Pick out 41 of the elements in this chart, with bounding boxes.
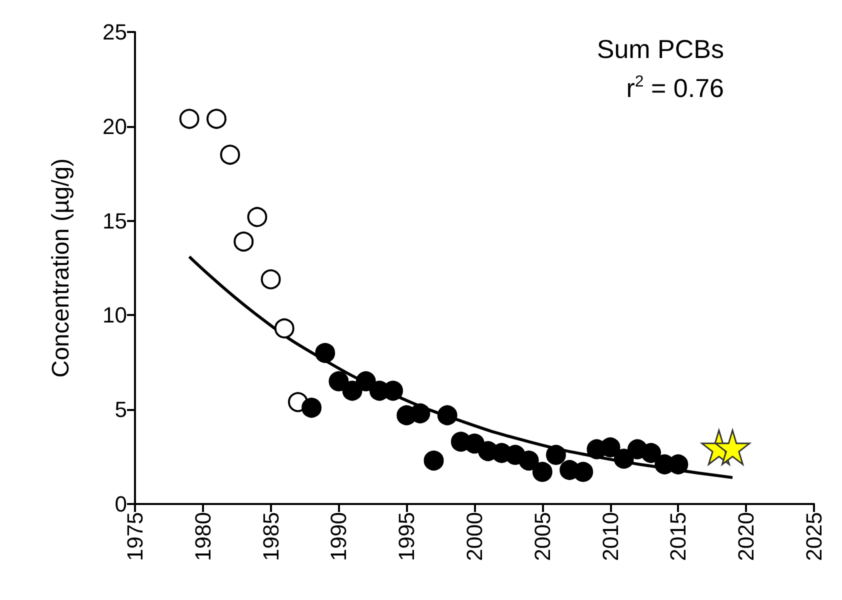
point [206, 108, 226, 129]
point [179, 108, 200, 129]
point [532, 462, 552, 482]
x-tick-label: 2020 [734, 512, 759, 561]
x-tick-label: 1990 [326, 512, 352, 561]
x-tick-label: 2005 [530, 512, 555, 561]
point [518, 450, 539, 471]
point [437, 405, 458, 426]
x-tick-label: 2000 [462, 512, 487, 561]
point [614, 448, 634, 469]
point [328, 371, 349, 392]
point [234, 232, 254, 252]
y-tick-label: 15 [102, 208, 127, 234]
x-tick-label: 1985 [258, 512, 284, 561]
point [600, 437, 620, 458]
point [302, 398, 322, 418]
line-series [188, 255, 734, 480]
point [410, 403, 430, 424]
x-tick-label: 2025 [802, 512, 826, 561]
point [260, 269, 281, 290]
point [342, 380, 362, 401]
x-tick-label: 1980 [190, 512, 216, 561]
y-axis-title: Concentration (µg/g) [48, 158, 74, 378]
point [315, 342, 336, 363]
point [274, 318, 294, 338]
point [573, 462, 594, 482]
x-tick-label: 2010 [598, 512, 623, 561]
point [714, 430, 750, 466]
y-tick-label: 20 [102, 114, 127, 139]
x-tick-label: 2015 [666, 512, 691, 561]
point [220, 144, 240, 165]
y-tick-label: 25 [102, 20, 127, 44]
point [546, 444, 566, 465]
point [424, 450, 444, 471]
y-tick-label: 5 [114, 397, 127, 422]
point [247, 207, 268, 228]
x-tick-label: 1995 [394, 512, 420, 561]
point [356, 371, 376, 392]
annotation: Sum PCBs [596, 34, 724, 64]
y-tick-label: 10 [102, 302, 127, 328]
point [641, 443, 662, 464]
